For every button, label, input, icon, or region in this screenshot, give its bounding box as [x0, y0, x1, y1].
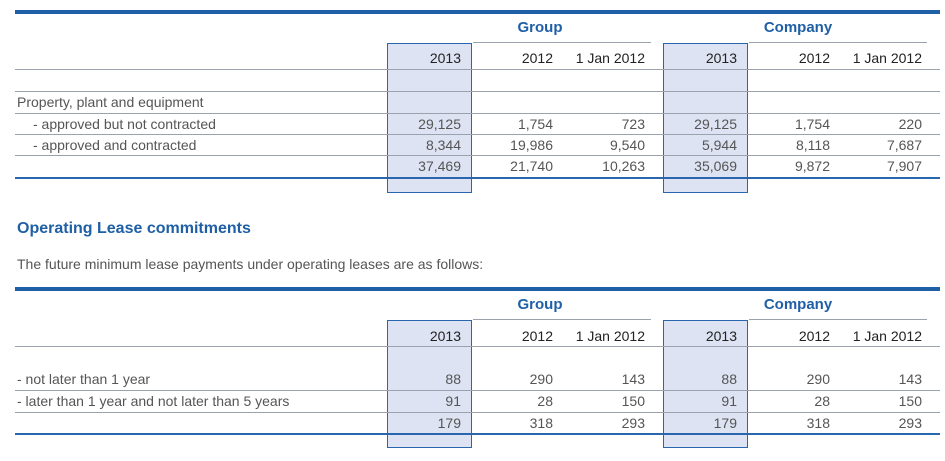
company-header-rule: [749, 319, 927, 320]
col-company-2012: 2012: [798, 50, 830, 66]
col-company-2013: 2013: [705, 328, 737, 344]
group-header-rule: [473, 319, 651, 320]
spacer-rule: [15, 91, 940, 92]
total-value: 179: [713, 415, 737, 431]
row-value: 143: [621, 371, 645, 387]
row-label: - later than 1 year and not later than 5…: [17, 393, 290, 409]
col-group-1jan2012: 1 Jan 2012: [575, 328, 645, 344]
row-label: - approved and contracted: [33, 137, 197, 153]
section-title: Operating Lease commitments: [17, 220, 251, 237]
total-value: 318: [529, 415, 553, 431]
section-label-rule: [15, 113, 940, 114]
totals-rule: [15, 177, 940, 179]
row-value: 28: [537, 393, 553, 409]
col-company-2013: 2013: [705, 50, 737, 66]
total-value: 21,740: [510, 158, 553, 174]
col-group-1jan2012: 1 Jan 2012: [575, 50, 645, 66]
company-header: Company: [763, 296, 833, 313]
total-value: 293: [621, 415, 645, 431]
col-group-2013: 2013: [429, 328, 461, 344]
section-intro: The future minimum lease payments under …: [17, 256, 484, 272]
company-2013-highlight: [663, 43, 748, 193]
row-value: 1,754: [794, 116, 830, 132]
company-header: Company: [763, 19, 833, 36]
row-value: 91: [721, 393, 737, 409]
group-header-rule: [473, 42, 651, 43]
row-rule: [15, 155, 940, 156]
total-value: 37,469: [418, 158, 461, 174]
col-company-2012: 2012: [798, 328, 830, 344]
section-label-ppe: Property, plant and equipment: [17, 94, 204, 110]
row-value: 150: [898, 393, 922, 409]
row-label: - not later than 1 year: [17, 371, 151, 387]
row-value: 7,687: [886, 137, 922, 153]
row-value: 290: [529, 371, 553, 387]
row-rule: [15, 412, 940, 413]
company-2013-highlight: [663, 320, 748, 448]
row-label: - approved but not contracted: [33, 116, 216, 132]
total-value: 179: [437, 415, 461, 431]
row-rule: [15, 390, 940, 391]
total-value: 293: [898, 415, 922, 431]
total-value: 9,872: [794, 158, 830, 174]
total-value: 10,263: [602, 158, 645, 174]
col-company-1jan2012: 1 Jan 2012: [852, 328, 922, 344]
total-value: 318: [806, 415, 830, 431]
row-value: 9,540: [609, 137, 645, 153]
col-group-2012: 2012: [521, 50, 553, 66]
row-value: 88: [445, 371, 461, 387]
col-company-1jan2012: 1 Jan 2012: [852, 50, 922, 66]
row-value: 220: [898, 116, 922, 132]
total-value: 35,069: [694, 158, 737, 174]
group-2013-highlight: [387, 43, 472, 193]
totals-rule: [15, 433, 940, 435]
row-value: 88: [721, 371, 737, 387]
column-header-rule: [15, 69, 940, 70]
table-top-rule: [15, 10, 940, 14]
row-rule: [15, 134, 940, 135]
row-value: 29,125: [418, 116, 461, 132]
group-2013-highlight: [387, 320, 472, 448]
row-value: 143: [898, 371, 922, 387]
row-value: 91: [445, 393, 461, 409]
col-group-2013: 2013: [429, 50, 461, 66]
table-top-rule: [15, 287, 940, 291]
company-header-rule: [749, 42, 927, 43]
total-value: 7,907: [886, 158, 922, 174]
row-value: 723: [621, 116, 645, 132]
row-value: 28: [814, 393, 830, 409]
row-value: 150: [621, 393, 645, 409]
row-value: 8,344: [425, 137, 461, 153]
row-value: 290: [806, 371, 830, 387]
row-value: 8,118: [796, 137, 830, 153]
group-header: Group: [517, 19, 563, 36]
row-value: 29,125: [694, 116, 737, 132]
column-header-rule: [15, 346, 940, 347]
group-header: Group: [517, 296, 563, 313]
row-value: 1,754: [517, 116, 553, 132]
row-value: 19,986: [510, 137, 553, 153]
row-value: 5,944: [701, 137, 737, 153]
col-group-2012: 2012: [521, 328, 553, 344]
